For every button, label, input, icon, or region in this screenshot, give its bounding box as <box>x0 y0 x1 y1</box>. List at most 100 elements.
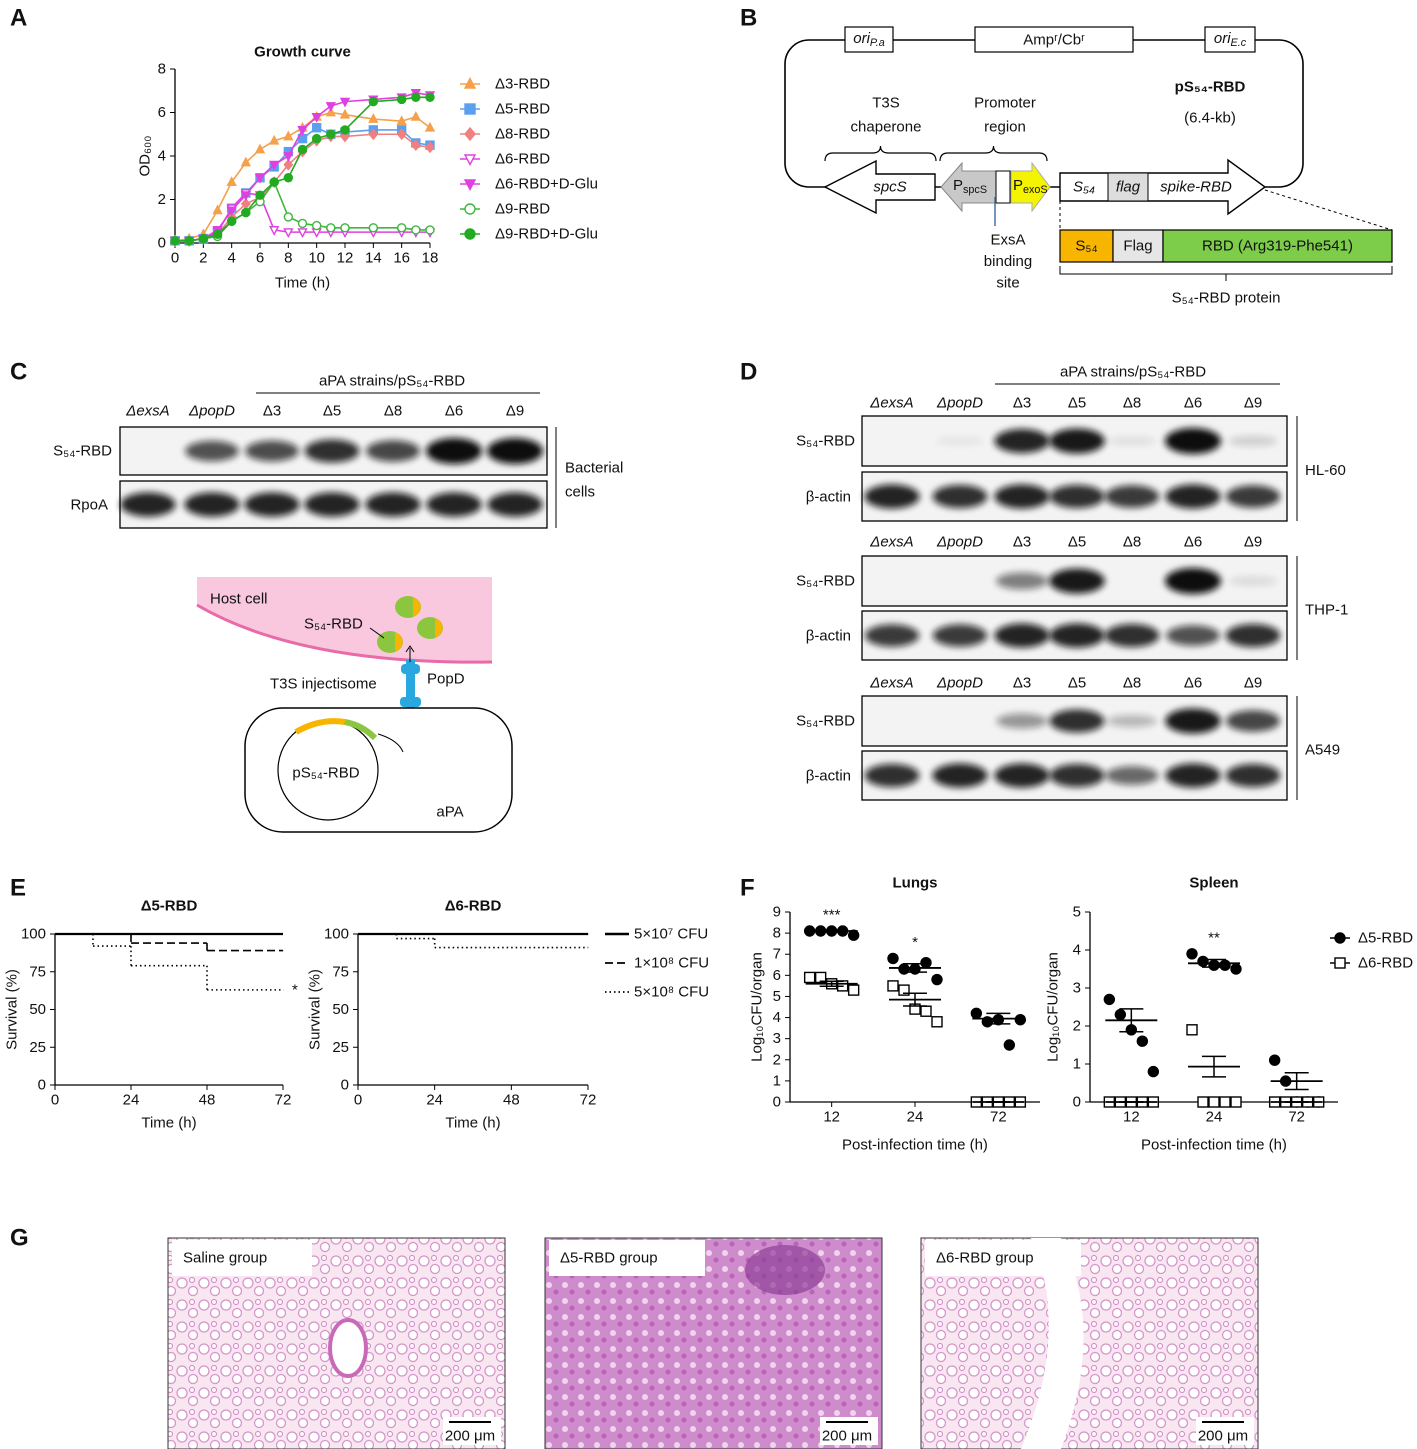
y-axis-label: Log₁₀CFU/organ <box>1045 952 1062 1062</box>
blot-band <box>1104 485 1160 508</box>
translocon-label: PopD <box>427 671 465 688</box>
marker <box>1147 1065 1160 1078</box>
blot-band <box>1165 568 1221 594</box>
lane-label: Δ3 <box>263 403 281 420</box>
x-tick-label: 0 <box>171 250 179 267</box>
blot-band <box>1228 576 1278 586</box>
y-tick-label: 4 <box>158 148 166 165</box>
marker <box>368 223 379 233</box>
lane-label: ΔexsA <box>869 534 913 551</box>
panel-label: D <box>740 359 757 386</box>
protein-domain <box>1112 229 1164 263</box>
marker <box>283 228 294 239</box>
injectisome-label: T3S injectisome <box>270 676 377 693</box>
blot-band <box>1225 485 1281 508</box>
blot-band <box>1104 623 1160 648</box>
blot-band <box>864 484 920 509</box>
marker <box>1268 1054 1281 1066</box>
arrow <box>377 733 404 753</box>
legend-label: Δ5-RBD <box>495 101 550 118</box>
gene-arrow <box>823 159 936 215</box>
row-label: S₅₄-RBD <box>53 443 112 460</box>
x-tick-label: 12 <box>823 1109 840 1126</box>
row-label: S₅₄-RBD <box>796 713 855 730</box>
x-tick-label: 16 <box>393 250 410 267</box>
region-label: Promoter <box>974 95 1036 112</box>
bacterium-label: aPA <box>436 804 463 821</box>
panel-label: B <box>740 5 757 32</box>
row-label: β-actin <box>806 489 851 506</box>
y-tick-label: 3 <box>773 1030 781 1047</box>
marker <box>424 121 436 132</box>
marker <box>269 177 279 187</box>
legend-marker <box>464 126 476 142</box>
marker <box>425 92 435 102</box>
marker <box>887 952 899 965</box>
lymphoid <box>745 1245 825 1295</box>
y-axis-label: Log₁₀CFU/organ <box>749 952 766 1062</box>
marker <box>283 158 294 171</box>
marker <box>241 207 251 218</box>
marker <box>1103 993 1116 1006</box>
y-tick-label: 6 <box>158 104 166 121</box>
y-tick-label: 7 <box>773 946 781 963</box>
flag-box <box>1107 172 1149 202</box>
blot-band <box>120 492 176 517</box>
marker <box>184 236 194 246</box>
lane-label: ΔexsA <box>869 395 913 412</box>
marker <box>170 236 180 246</box>
blot-band <box>245 440 299 462</box>
y-tick-label: 2 <box>1073 1018 1081 1035</box>
marker <box>325 106 336 117</box>
x-axis-label: Post-infection time (h) <box>842 1137 988 1154</box>
panel-label: C <box>10 359 27 386</box>
marker <box>311 123 322 133</box>
y-tick-label: 75 <box>332 963 349 980</box>
blot-band <box>244 492 300 517</box>
gene-arc <box>344 719 378 741</box>
y-tick-label: 0 <box>38 1077 46 1094</box>
blot-band <box>935 436 985 446</box>
y-axis-label: OD₆₀₀ <box>137 135 154 176</box>
marker <box>326 223 336 233</box>
marker <box>340 130 350 143</box>
panel-label: F <box>740 875 755 902</box>
blot-band <box>426 492 482 517</box>
gene-arc <box>294 718 346 735</box>
pointer <box>369 627 385 639</box>
blot-band <box>1165 484 1221 509</box>
blot-band <box>1049 763 1105 788</box>
y-axis-label: Survival (%) <box>4 969 21 1050</box>
chart-title: Δ6-RBD <box>445 898 502 915</box>
legend-marker <box>464 103 476 115</box>
marker <box>325 102 336 112</box>
legend-label: Δ9-RBD+D-Glu <box>495 226 598 243</box>
marker <box>920 956 932 969</box>
panel-label: G <box>10 1225 29 1252</box>
marker <box>396 223 407 233</box>
promoter-label-main: P <box>1013 177 1023 194</box>
marker <box>340 223 350 233</box>
y-tick-label: 25 <box>29 1039 46 1056</box>
marker <box>411 92 421 102</box>
histology-label: Δ5-RBD group <box>560 1250 658 1267</box>
region-label: T3S <box>872 95 900 112</box>
legend-marker <box>463 154 477 167</box>
label-bg <box>172 1240 312 1276</box>
blot-band <box>487 492 543 517</box>
marker <box>920 1005 932 1017</box>
y-tick-label: 4 <box>773 1009 781 1026</box>
plasmid-name: pS₅₄-RBD <box>1175 79 1246 96</box>
x-tick-label: 14 <box>365 250 382 267</box>
marker <box>240 191 251 202</box>
y-tick-label: 2 <box>158 191 166 208</box>
marker <box>226 216 237 226</box>
marker <box>254 143 266 154</box>
marker <box>1186 948 1198 960</box>
lane-label: Δ5 <box>1068 675 1086 692</box>
y-tick-label: 25 <box>332 1039 349 1056</box>
cell-line-label: THP-1 <box>1305 602 1348 619</box>
y-tick-label: 1 <box>1073 1056 1081 1073</box>
legend-label: 5×10⁷ CFU <box>634 926 708 943</box>
plasmid-element <box>974 26 1134 53</box>
